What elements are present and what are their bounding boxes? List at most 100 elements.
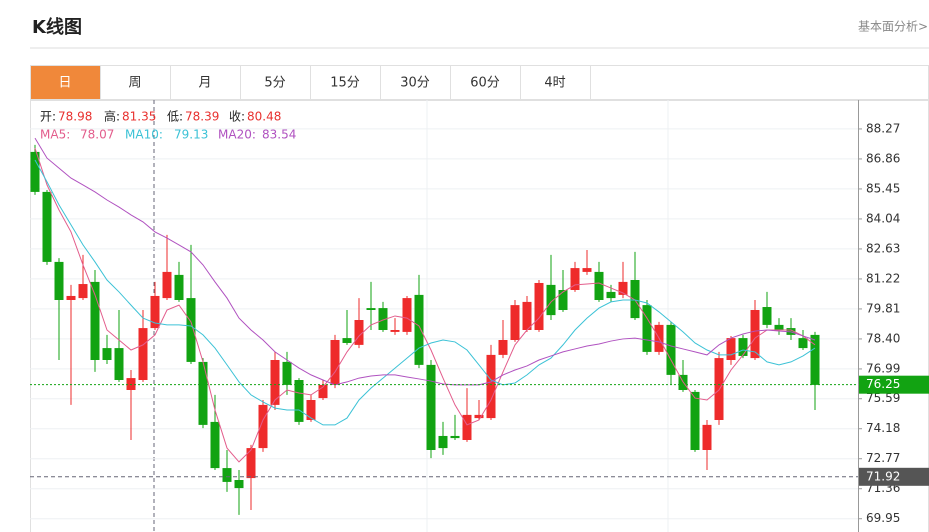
candle-body [426, 364, 436, 450]
ma-legend-label: MA5: [40, 128, 70, 142]
candle-body [546, 284, 556, 316]
plot-frame [30, 100, 929, 532]
y-tick-label: 85.45 [866, 181, 900, 195]
ma-legend-value: 78.07 [80, 128, 114, 142]
tab-label[interactable]: 5分 [264, 76, 285, 91]
candle-body [78, 284, 88, 299]
y-tick-label: 75.59 [866, 391, 900, 405]
candle-body [258, 404, 268, 449]
candle-body [306, 400, 316, 420]
candle-body [690, 391, 700, 450]
candle-body [114, 348, 124, 380]
candle-body [450, 435, 460, 439]
tab-label[interactable]: 4时 [544, 76, 565, 91]
tabs: 日 周 月 5分 15分 30分 60分 4时 [30, 65, 591, 100]
y-tick-label: 86.86 [866, 151, 900, 165]
info-label: 高: [104, 109, 120, 124]
candle-body [138, 328, 148, 380]
candle-body [222, 468, 232, 482]
candle-body [414, 294, 424, 365]
ma-line [34, 137, 816, 386]
candle-body [174, 274, 184, 300]
crosshair-tag [859, 467, 929, 486]
candle-body [354, 320, 364, 345]
candle-body [534, 282, 544, 330]
y-tick-label: 79.81 [866, 301, 900, 315]
candle-body [666, 324, 676, 375]
last-price-label: 76.25 [866, 377, 900, 391]
candle-body [210, 421, 220, 469]
last-price-tag [859, 375, 929, 394]
tab-label[interactable]: 15分 [330, 76, 360, 91]
tab[interactable] [520, 65, 591, 100]
fundamental-link[interactable]: 基本面分析> [858, 20, 928, 34]
candle-body [762, 307, 772, 325]
y-tick-label: 74.18 [866, 421, 900, 435]
candle-body [102, 348, 112, 360]
candle-body [246, 448, 256, 479]
tab[interactable] [100, 65, 171, 100]
y-tick-label: 69.95 [866, 511, 900, 525]
y-tick-label: 78.40 [866, 331, 900, 345]
candle-body [606, 291, 616, 299]
info-label: 低: [167, 110, 183, 124]
candle-body [570, 268, 580, 290]
candle-body [402, 298, 412, 332]
candle-body [522, 301, 532, 330]
tab[interactable] [170, 65, 241, 100]
candle-body [618, 281, 628, 295]
tab-label[interactable]: 日 [58, 76, 71, 91]
candle-body [378, 308, 388, 330]
tab-label[interactable]: 周 [128, 76, 141, 91]
candle-body [198, 361, 208, 425]
y-tick-label: 72.77 [866, 451, 900, 465]
candle-body [186, 298, 196, 362]
candle-body [270, 360, 280, 405]
candle-body [750, 310, 760, 359]
candle-body [66, 295, 76, 300]
candle-body [366, 308, 376, 310]
candle-body [774, 324, 784, 330]
ma-legend-value: 83.54 [262, 128, 296, 142]
candle-body [318, 384, 328, 399]
candle-body [462, 414, 472, 440]
y-tick-label: 76.99 [866, 361, 900, 375]
ma-line [34, 159, 816, 426]
candle-body [42, 191, 52, 262]
tab[interactable] [450, 65, 521, 100]
tab-label[interactable]: 月 [198, 76, 211, 91]
y-tick-label: 81.22 [866, 271, 900, 285]
candle-body [90, 281, 100, 360]
tab[interactable] [240, 65, 311, 100]
candle-body [474, 414, 484, 419]
tab-label[interactable]: 30分 [400, 76, 430, 91]
y-tick-label: 88.27 [866, 121, 900, 135]
candle-body [342, 338, 352, 343]
candle-body [726, 338, 736, 360]
candle-body [498, 340, 508, 355]
tab-label[interactable]: 60分 [470, 76, 500, 91]
y-tick-label: 82.63 [866, 241, 900, 255]
ma-legend-value: 79.13 [174, 128, 208, 142]
candle-body [738, 338, 748, 356]
candle-body [390, 330, 400, 332]
candle-body [126, 378, 136, 390]
info-value: 81.35 [122, 110, 156, 124]
ma-legend-label: MA20: [218, 128, 256, 142]
candle-body [294, 380, 304, 422]
tab[interactable] [310, 65, 381, 100]
info-label: 收: [229, 110, 245, 124]
candle-body [630, 280, 640, 319]
candle-body [798, 338, 808, 349]
candle-body [54, 261, 64, 300]
candle-body [594, 271, 604, 300]
plot: 88.27 86.86 85.45 84.04 82.63 81.22 79.81 78.40… [30, 109, 929, 525]
candle-body [642, 305, 652, 352]
candle-body [582, 268, 592, 272]
ma-legend-label: MA10: [125, 128, 163, 142]
tab[interactable] [380, 65, 451, 100]
candle-body [282, 361, 292, 385]
candle-body [162, 271, 172, 299]
